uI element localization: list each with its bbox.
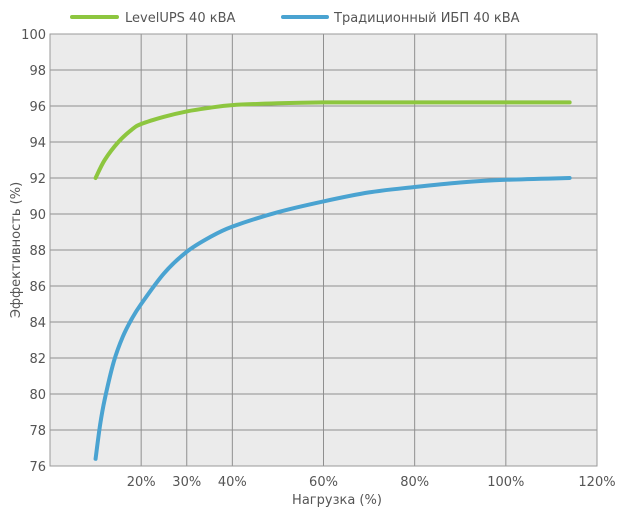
- y-tick-label: 96: [29, 100, 46, 115]
- series-layer: [93, 100, 572, 461]
- x-axis-label: Нагрузка (%): [292, 493, 382, 508]
- legend-label-2: Традиционный ИБП 40 кВА: [333, 11, 520, 26]
- x-tick-label: 120%: [578, 475, 615, 490]
- y-tick-label: 82: [29, 352, 46, 367]
- y-tick-label: 94: [29, 136, 46, 151]
- y-tick-label: 86: [29, 280, 46, 295]
- y-axis-ticks: 76 78 80 82 84 86 88 90 92 94 96 98 100: [21, 28, 46, 475]
- y-tick-label: 80: [29, 388, 46, 403]
- y-tick-label: 100: [21, 28, 46, 43]
- series-line-1: [93, 100, 572, 180]
- legend: LevelUPS 40 кВА Традиционный ИБП 40 кВА: [70, 11, 520, 26]
- x-tick-label: 60%: [309, 475, 338, 490]
- x-tick-label: 100%: [487, 475, 524, 490]
- plot-border: [49, 33, 598, 467]
- y-tick-label: 78: [29, 424, 46, 439]
- series-line-2: [93, 176, 572, 461]
- y-axis-label: Эффективность (%): [9, 182, 24, 318]
- y-tick-label: 92: [29, 172, 46, 187]
- y-tick-label: 88: [29, 244, 46, 259]
- x-tick-label: 30%: [172, 475, 201, 490]
- y-tick-label: 98: [29, 64, 46, 79]
- y-tick-label: 76: [29, 460, 46, 475]
- x-axis-ticks: 20% 30% 40% 60% 80% 100% 120%: [127, 475, 616, 490]
- legend-label-1: LevelUPS 40 кВА: [125, 11, 235, 26]
- y-tick-label: 84: [29, 316, 46, 331]
- x-tick-label: 20%: [127, 475, 156, 490]
- y-tick-label: 90: [29, 208, 46, 223]
- x-tick-label: 80%: [400, 475, 429, 490]
- x-tick-label: 40%: [218, 475, 247, 490]
